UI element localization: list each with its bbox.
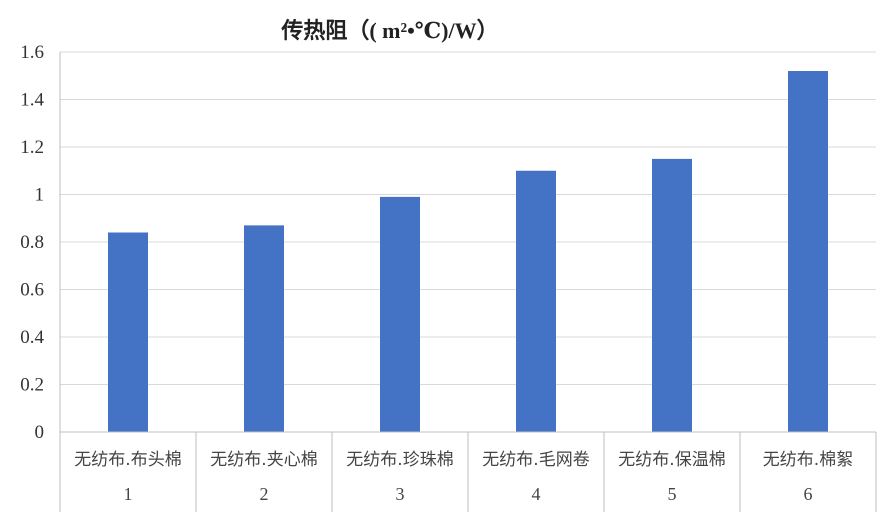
bar-6 [788, 71, 828, 432]
x-index-label: 5 [668, 484, 677, 504]
y-tick-label: 0.8 [20, 232, 44, 253]
bar-5 [652, 158, 692, 432]
x-category-label: 无纺布.保温棉 [618, 450, 725, 470]
x-index-label: 2 [260, 484, 269, 504]
x-category-label: 无纺布.珍珠棉 [346, 450, 453, 470]
y-tick-label: 1 [35, 185, 45, 206]
y-tick-label: 0.4 [20, 327, 44, 348]
bar-4 [516, 170, 556, 432]
y-tick-label: 1.6 [20, 42, 44, 63]
y-tick-label: 0.2 [20, 375, 44, 396]
y-tick-label: 0.6 [20, 280, 44, 301]
y-tick-label: 1.4 [20, 90, 44, 111]
y-tick-label: 0 [35, 422, 45, 443]
y-axis-ticks: 0 0.2 0.4 0.6 0.8 1 1.2 1.4 1.6 [20, 42, 44, 443]
bars [108, 71, 828, 432]
y-tick-label: 1.2 [20, 137, 44, 158]
bar-2 [244, 225, 284, 432]
bar-3 [380, 196, 420, 432]
x-index-label: 4 [532, 484, 541, 504]
gridlines [59, 51, 876, 433]
x-category-label: 无纺布.棉絮 [763, 450, 853, 470]
chart-title: 传热阻（( m²•℃)/W） [280, 18, 498, 43]
bar-1 [108, 232, 148, 432]
x-category-label: 无纺布.毛网卷 [482, 450, 589, 470]
x-index-label: 3 [396, 484, 405, 504]
x-axis: 无纺布.布头棉 1 无纺布.夹心棉 2 无纺布.珍珠棉 3 无纺布.毛网卷 4 无纺布.保温棉 5… [59, 431, 877, 512]
x-index-label: 1 [124, 484, 133, 504]
x-category-label: 无纺布.夹心棉 [210, 450, 317, 470]
x-index-label: 6 [804, 484, 813, 504]
x-category-label: 无纺布.布头棉 [74, 450, 181, 470]
